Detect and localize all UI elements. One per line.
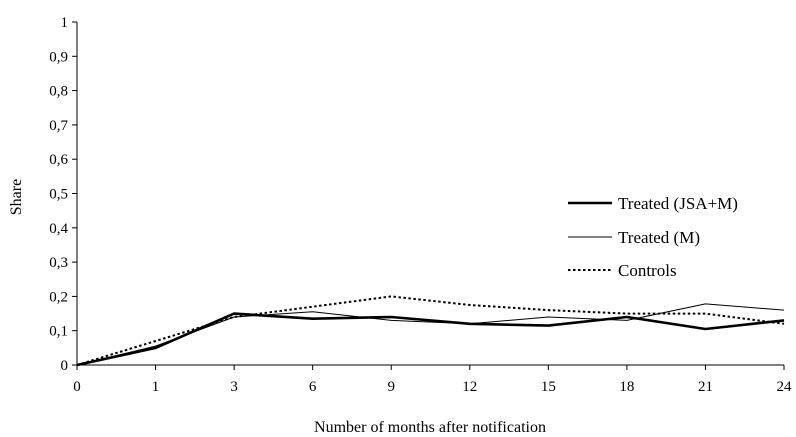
y-tick-label: 0,3 [49,255,68,271]
legend-label-2: Controls [618,261,677,280]
x-tick-label: 24 [777,379,793,395]
legend-label-1: Treated (M) [618,228,700,247]
x-axis-title: Number of months after notification [314,419,546,436]
x-tick-label: 3 [230,379,238,395]
y-axis-title: Share [8,179,25,215]
x-tick-label: 15 [541,379,556,395]
y-tick-label: 0,1 [49,324,68,340]
series-line-0 [76,312,785,367]
x-tick-label: 9 [387,379,395,395]
y-tick-label: 0,5 [49,187,68,203]
y-tick-label: 0,4 [49,221,68,237]
chart-legend: Treated (JSA+M) Treated (M) Controls [568,194,738,280]
x-tick-label: 6 [309,379,317,395]
y-tick-label: 1 [61,15,69,31]
y-tick-label: 0,7 [49,118,68,134]
x-axis-ticks: 0 1 3 6 9 12 15 18 21 24 [73,365,792,395]
x-tick-label: 1 [152,379,160,395]
x-tick-label: 12 [462,379,477,395]
y-tick-label: 0,8 [49,84,68,100]
y-tick-label: 0 [61,358,69,374]
legend-label-0: Treated (JSA+M) [618,194,738,213]
y-axis-ticks: 0 0,1 0,2 0,3 0,4 0,5 0,6 0,7 0,8 0,9 1 [49,15,77,374]
y-tick-label: 0,2 [49,289,68,305]
x-tick-label: 21 [698,379,713,395]
x-tick-label: 0 [73,379,81,395]
x-tick-label: 18 [619,379,634,395]
series-layer [76,295,785,367]
y-tick-label: 0,9 [49,49,68,65]
y-tick-label: 0,6 [49,152,68,168]
series-line-2 [76,295,785,366]
